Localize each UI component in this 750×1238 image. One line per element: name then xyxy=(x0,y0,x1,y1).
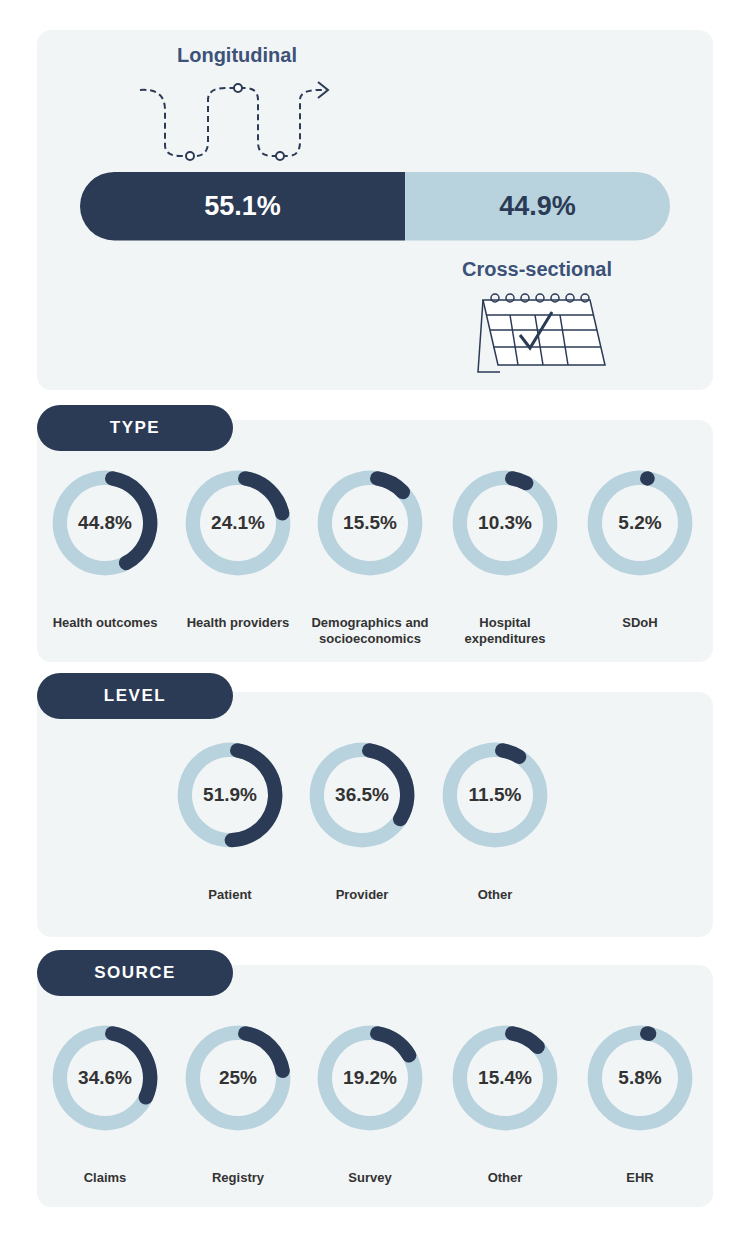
html-text:15.4%: 15.4% xyxy=(478,1067,532,1088)
html-text:5.2%: 5.2% xyxy=(618,512,662,533)
html-text:19.2%: 19.2% xyxy=(343,1067,397,1088)
html-text:Claims: Claims xyxy=(83,1170,127,1185)
html-text:Cross-sectional: Cross-sectional xyxy=(462,258,613,280)
html-text:24.1%: 24.1% xyxy=(211,512,265,533)
html-text:15.5%: 15.5% xyxy=(343,512,397,533)
html-text:Provider: Provider xyxy=(335,887,389,902)
svg-text:44.9%: 44.9% xyxy=(499,191,576,221)
html-text:34.6%: 34.6% xyxy=(78,1067,132,1088)
html-text:25%: 25% xyxy=(219,1067,257,1088)
html-text:Demographics and socioeconomic: Demographics and socioeconomics xyxy=(311,615,429,646)
html-text:11.5%: 11.5% xyxy=(468,784,522,805)
html-text:51.9%: 51.9% xyxy=(203,784,257,805)
html-text:Survey: Survey xyxy=(348,1170,392,1185)
html-text:Other: Other xyxy=(487,1170,523,1185)
svg-text:55.1%: 55.1% xyxy=(204,191,281,221)
html-text:Registry: Registry xyxy=(212,1170,264,1185)
html-text:10.3%: 10.3% xyxy=(478,512,532,533)
html-text:5.8%: 5.8% xyxy=(618,1067,662,1088)
html-text:EHR: EHR xyxy=(626,1170,654,1185)
html-text:Other: Other xyxy=(477,887,513,902)
html-text:Patient: Patient xyxy=(208,887,252,902)
html-text:Health outcomes: Health outcomes xyxy=(52,615,158,630)
html-text:LEVEL: LEVEL xyxy=(103,686,167,705)
html-text:Longitudinal: Longitudinal xyxy=(177,44,297,66)
html-text:SDoH: SDoH xyxy=(622,615,658,630)
html-text:Hospital expenditures: Hospital expenditures xyxy=(464,615,546,646)
html-text:36.5%: 36.5% xyxy=(335,784,389,805)
html-text:TYPE: TYPE xyxy=(109,418,161,437)
html-text:Health providers: Health providers xyxy=(186,615,290,630)
html-text:44.8%: 44.8% xyxy=(78,512,132,533)
html-text:SOURCE: SOURCE xyxy=(94,963,176,982)
